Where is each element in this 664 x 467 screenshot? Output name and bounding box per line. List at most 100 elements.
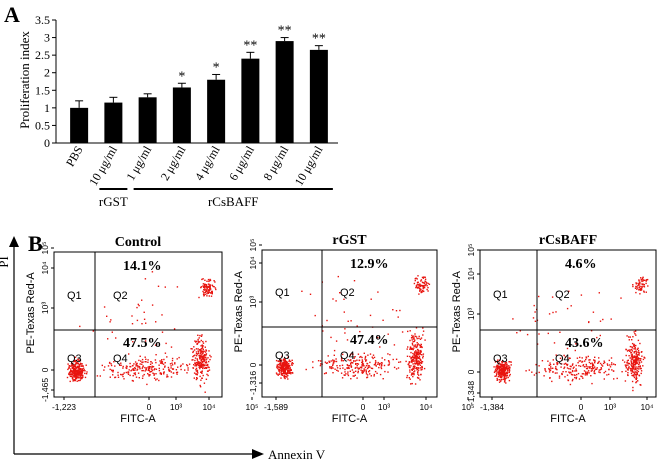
flow-event-dot [412, 358, 415, 360]
flow-event-dot [278, 366, 280, 368]
flow-event-dot [128, 369, 130, 371]
flow-event-dot [503, 376, 505, 379]
flow-event-dot [634, 330, 637, 332]
flow-event-dot [640, 372, 642, 375]
flow-event-dot [553, 342, 556, 344]
flow-event-dot [412, 348, 414, 351]
flow-event-dot [199, 384, 201, 387]
flow-event-dot [411, 347, 413, 350]
flow-event-dot [634, 356, 636, 358]
flow-event-dot [628, 339, 630, 341]
flow-event-dot [282, 362, 284, 364]
flow-event-dot [639, 384, 641, 386]
flow-event-dot [416, 344, 418, 346]
flow-event-dot [418, 363, 421, 365]
flow-event-dot [330, 360, 332, 362]
flow-event-dot [132, 364, 134, 367]
flow-event-dot [140, 360, 142, 362]
flow-event-dot [75, 375, 77, 377]
flow-event-dot [74, 377, 77, 380]
flow-event-dot [633, 344, 636, 346]
flow-event-dot [636, 371, 638, 373]
flow-event-dot [187, 367, 189, 369]
flow-event-dot [421, 361, 424, 363]
flow-event-dot [138, 365, 141, 368]
flow-event-dot [503, 371, 505, 374]
flow-event-dot [638, 279, 640, 281]
flow-event-dot [319, 364, 322, 367]
flow-event-dot [155, 368, 158, 370]
flow-event-dot [152, 366, 155, 368]
flow-event-dot [548, 368, 551, 371]
flow-event-dot [350, 365, 353, 368]
flow-event-dot [575, 343, 577, 345]
flow-event-dot [204, 279, 206, 281]
flow-event-dot [507, 376, 509, 379]
flow-event-dot [410, 348, 413, 350]
flow-event-dot [549, 377, 551, 379]
flow-event-dot [411, 344, 414, 346]
flow-event-dot [377, 291, 379, 293]
flow-event-dot [291, 371, 294, 374]
flow-event-dot [409, 371, 411, 373]
flow-event-dot [77, 372, 80, 374]
flow-event-dot [164, 352, 167, 354]
flow-event-dot [275, 359, 278, 362]
significance-mark: ** [278, 24, 292, 39]
flow-event-dot [160, 361, 162, 364]
flow-event-dot [123, 372, 125, 374]
flow-event-dot [586, 372, 588, 374]
flow-event-dot [418, 337, 420, 340]
flow-event-dot [549, 369, 551, 371]
flow-event-dot [286, 376, 288, 378]
flow-event-dot [171, 362, 173, 364]
flow-event-dot [349, 359, 351, 362]
flow-event-dot [132, 341, 134, 343]
flow-event-dot [201, 334, 203, 336]
flow-event-dot [369, 366, 371, 368]
flow-event-dot [286, 368, 288, 370]
flow-event-dot [418, 293, 420, 295]
flow-event-dot [631, 380, 634, 383]
flow-event-dot [418, 352, 420, 354]
flow-event-dot [552, 359, 554, 361]
flow-x-tick-label: -1,223 [52, 402, 76, 412]
flow-event-dot [287, 374, 289, 377]
flow-event-dot [532, 317, 535, 319]
flow-event-dot [72, 366, 75, 368]
flow-event-dot [382, 319, 384, 321]
flow-event-dot [353, 357, 355, 359]
flow-event-dot [278, 368, 281, 371]
flow-event-dot [332, 359, 334, 361]
flow-event-dot [280, 373, 283, 375]
flow-event-dot [365, 373, 368, 375]
flow-event-dot [144, 370, 146, 372]
flow-event-dot [112, 369, 114, 372]
flow-event-dot [628, 355, 630, 357]
flow-event-dot [498, 367, 501, 369]
flow-event-dot [633, 348, 635, 350]
flow-event-dot [203, 355, 205, 357]
flow-event-dot [594, 366, 596, 368]
flow-event-dot [366, 374, 369, 376]
flow-event-dot [634, 359, 636, 362]
flow-event-dot [418, 349, 420, 352]
bar-y-tick-label: 2 [44, 66, 50, 80]
flow-event-dot [613, 363, 615, 365]
flow-event-dot [633, 331, 635, 333]
flow-event-dot [79, 379, 81, 382]
flow-event-dot [201, 344, 203, 346]
flow-event-dot [160, 360, 162, 362]
flow-event-dot [535, 372, 537, 374]
flow-event-dot [349, 354, 351, 356]
flow-event-dot [507, 371, 509, 373]
flow-event-dot [204, 359, 206, 361]
flow-event-dot [197, 350, 199, 352]
flow-event-dot [131, 323, 134, 325]
flow-event-dot [503, 367, 506, 369]
flow-event-dot [197, 342, 199, 345]
flow-event-dot [340, 372, 343, 374]
flow-event-dot [419, 352, 421, 354]
flow-event-dot [336, 369, 338, 371]
flow-event-dot [413, 345, 415, 347]
